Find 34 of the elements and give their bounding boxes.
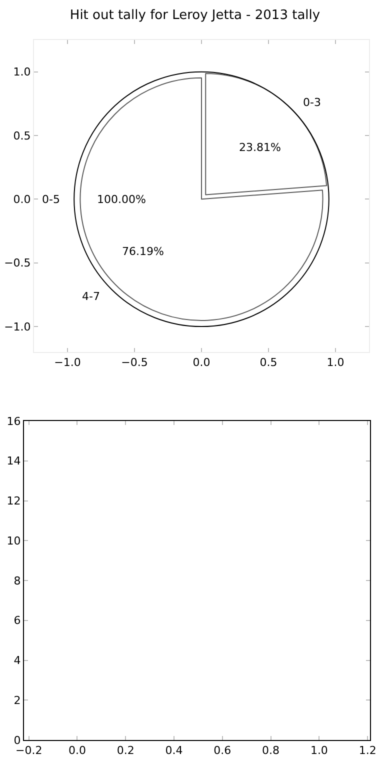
x-tick-label: 0.5 bbox=[260, 356, 278, 370]
y-tick-label: −0.5 bbox=[4, 256, 31, 270]
x-tick-label: −1.0 bbox=[54, 356, 81, 370]
x-tick-label: −0.2 bbox=[15, 744, 42, 758]
x-tick-label: −0.5 bbox=[121, 356, 148, 370]
slice-label: 0-5 bbox=[42, 193, 60, 206]
x-tick-label: 0.0 bbox=[192, 356, 210, 370]
x-tick-label: 0.4 bbox=[165, 744, 183, 758]
y-tick-label: 0 bbox=[14, 734, 21, 747]
y-tick-label: 12 bbox=[6, 494, 21, 508]
x-tick-label: 1.0 bbox=[310, 744, 328, 758]
data-label: 100.00% bbox=[97, 193, 146, 206]
y-tick-label: 10 bbox=[6, 534, 21, 548]
data-label: 23.81% bbox=[239, 141, 281, 154]
x-tick-label: 0.6 bbox=[214, 744, 232, 758]
y-tick-label: 14 bbox=[6, 454, 21, 468]
y-tick-label: 1.0 bbox=[13, 66, 31, 79]
data-label: 76.19% bbox=[122, 245, 164, 258]
chart-title: Hit out tally for Leroy Jetta - 2013 tally bbox=[70, 8, 320, 23]
x-tick-label: 0.2 bbox=[116, 744, 134, 758]
y-tick-label: 8 bbox=[14, 574, 21, 588]
slice-label: 4-7 bbox=[82, 290, 100, 303]
y-tick-label: 6 bbox=[14, 614, 21, 628]
y-tick-label: 4 bbox=[14, 654, 21, 668]
x-tick-label: 1.2 bbox=[358, 744, 376, 758]
y-tick-label: −1.0 bbox=[4, 320, 31, 334]
slice-label: 0-3 bbox=[303, 96, 321, 109]
x-tick-label: 0.0 bbox=[68, 744, 86, 758]
y-tick-label: 0.0 bbox=[13, 193, 31, 206]
y-tick-label: 2 bbox=[14, 694, 21, 707]
y-tick-label: 16 bbox=[6, 414, 21, 428]
x-tick-label: 1.0 bbox=[326, 356, 344, 370]
x-tick-label: 0.8 bbox=[262, 744, 280, 758]
y-tick-label: 0.5 bbox=[13, 129, 31, 142]
